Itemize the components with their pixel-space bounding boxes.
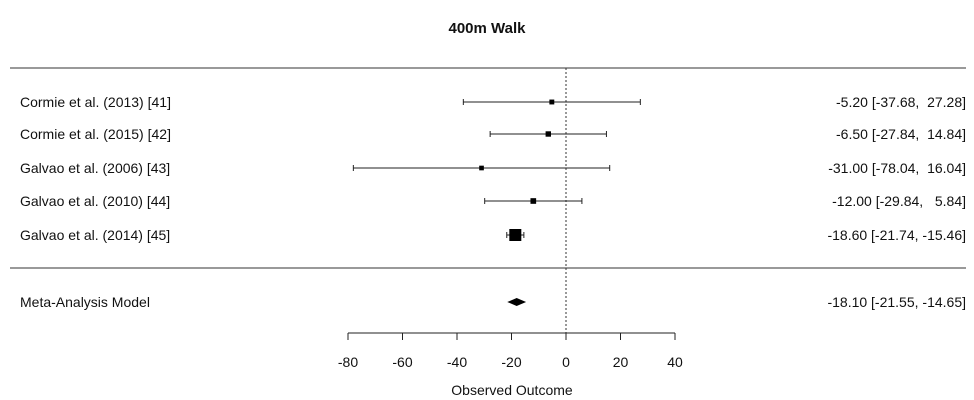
x-axis-label: Observed Outcome [451, 382, 573, 398]
point-estimate [545, 131, 551, 137]
x-axis: -80 -60 -40 -20 0 20 40 [338, 332, 683, 370]
point-estimate [549, 99, 555, 105]
x-tick-label: -20 [501, 354, 521, 370]
estimate-ci-text: -5.20 [-37.68, 27.28] [836, 94, 966, 110]
x-tick-label: -60 [392, 354, 412, 370]
study-label: Cormie et al. (2013) [41] [20, 94, 171, 110]
x-tick-label: 20 [613, 354, 629, 370]
estimate-ci-text: -31.00 [-78.04, 16.04] [828, 160, 966, 176]
point-estimate [509, 229, 522, 241]
study-row: Cormie et al. (2013) [41] -5.20 [-37.68, … [20, 94, 966, 110]
study-label: Galvao et al. (2006) [43] [20, 160, 170, 176]
x-tick-label: -80 [338, 354, 358, 370]
point-estimate [530, 198, 537, 204]
study-label: Galvao et al. (2014) [45] [20, 227, 170, 243]
summary-label: Meta-Analysis Model [20, 294, 150, 310]
study-row: Galvao et al. (2014) [45] -18.60 [-21.74,… [20, 227, 966, 243]
study-label: Cormie et al. (2015) [42] [20, 126, 171, 142]
estimate-ci-text: -12.00 [-29.84, 5.84] [832, 193, 966, 209]
study-row: Galvao et al. (2010) [44] -12.00 [-29.84,… [20, 193, 966, 209]
estimate-ci-text: -6.50 [-27.84, 14.84] [836, 126, 966, 142]
summary-estimate-text: -18.10 [-21.55, -14.65] [827, 294, 966, 310]
estimate-ci-text: -18.60 [-21.74, -15.46] [827, 227, 966, 243]
chart-title: 400m Walk [449, 20, 527, 37]
x-tick-label: -40 [447, 354, 467, 370]
point-estimate [479, 165, 484, 171]
x-tick-label: 0 [562, 354, 570, 370]
study-row: Cormie et al. (2015) [42] -6.50 [-27.84, … [20, 126, 966, 142]
study-rows: Cormie et al. (2013) [41] -5.20 [-37.68, … [20, 94, 966, 243]
x-tick-label: 40 [667, 354, 683, 370]
study-label: Galvao et al. (2010) [44] [20, 193, 170, 209]
summary-diamond [507, 298, 527, 306]
summary-row: Meta-Analysis Model -18.10 [-21.55, -14.6… [20, 294, 966, 310]
study-row: Galvao et al. (2006) [43] -31.00 [-78.04,… [20, 160, 966, 176]
